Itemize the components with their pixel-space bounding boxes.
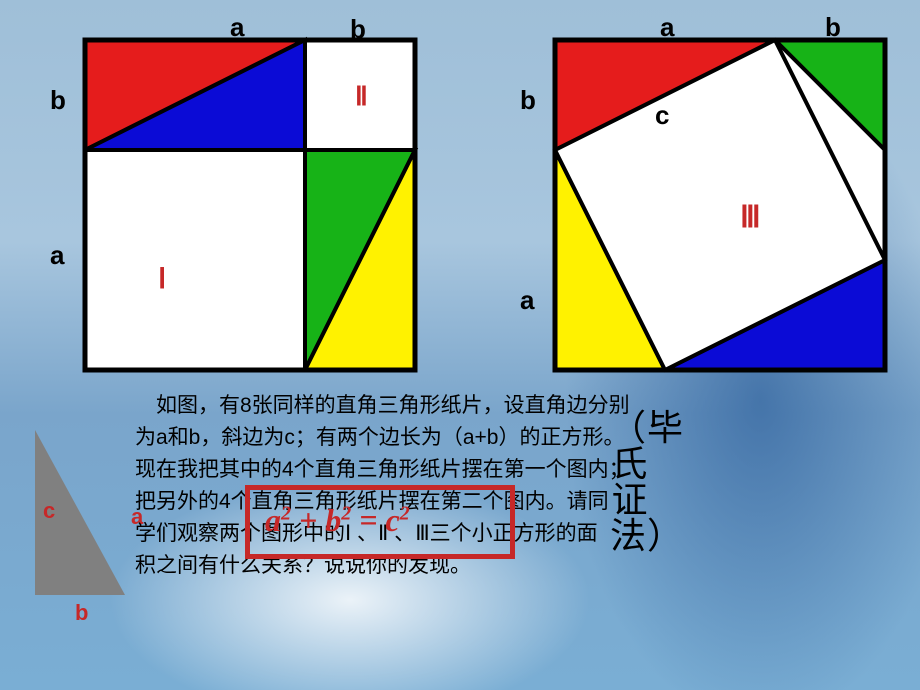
edge-label-a: a — [660, 12, 674, 43]
vertical-label: （毕氏证法） — [610, 410, 650, 554]
edge-label-b: b — [520, 85, 536, 116]
pythagoras-formula: a2 + b2 = c2 — [265, 502, 410, 539]
edge-label-b: b — [50, 85, 66, 116]
edge-label-a: a — [50, 240, 64, 271]
edge-label-c: c — [655, 100, 669, 131]
edge-label-c: c — [43, 498, 55, 524]
roman-numeral-Ⅱ: Ⅱ — [355, 82, 368, 112]
edge-label-b: b — [350, 14, 366, 45]
edge-label-a: a — [520, 285, 534, 316]
edge-label-b: b — [825, 12, 841, 43]
roman-numeral-Ⅲ: Ⅲ — [740, 200, 761, 235]
edge-label-b: b — [75, 600, 88, 626]
edge-label-a: a — [230, 12, 244, 43]
corner-triangle — [0, 0, 920, 690]
roman-numeral-Ⅰ: Ⅰ — [158, 262, 166, 296]
